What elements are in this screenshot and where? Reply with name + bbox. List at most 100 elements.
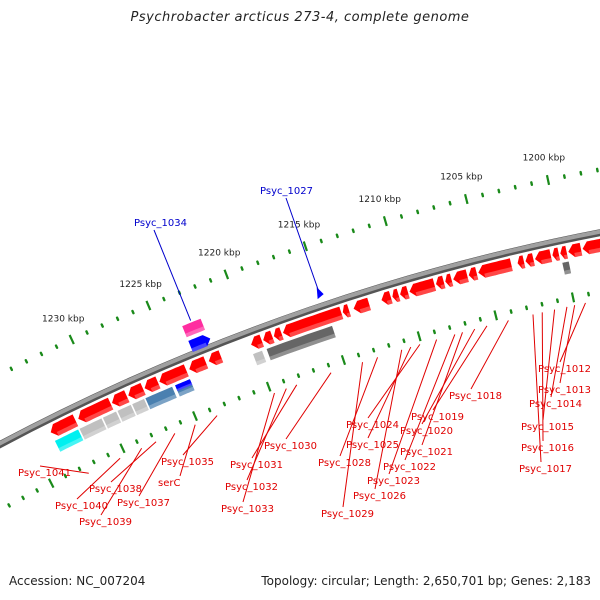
gene-label[interactable]: Psyc_1020 <box>400 426 453 437</box>
gene-label[interactable]: Psyc_1040 <box>55 501 108 512</box>
gene-label[interactable]: Psyc_1021 <box>400 447 453 458</box>
inner-minor-tick <box>237 395 241 401</box>
outer-major-tick <box>382 216 388 227</box>
gene-label[interactable]: Psyc_1018 <box>449 391 502 402</box>
leader-line <box>421 328 476 425</box>
gene-label[interactable]: Psyc_1023 <box>367 476 420 487</box>
gene-psyc_1014[interactable] <box>552 247 561 261</box>
track2-feature-0[interactable] <box>54 429 84 452</box>
gene-label[interactable]: Psyc_1034 <box>134 218 187 229</box>
outer-minor-tick <box>530 181 534 186</box>
gene-psyc_1021[interactable] <box>445 273 454 287</box>
outer-minor-tick <box>432 205 436 210</box>
inner-minor-tick <box>7 503 11 508</box>
gene-psyc_1034[interactable] <box>182 318 205 338</box>
gene-psyc_1041-shade <box>56 422 79 436</box>
track2-feature-7[interactable] <box>253 350 267 366</box>
gene-label[interactable]: Psyc_1024 <box>346 420 399 431</box>
inner-major-tick <box>119 443 126 454</box>
track2-feature-6-top[interactable] <box>175 379 193 391</box>
gene-label[interactable]: Psyc_1041 <box>18 468 71 479</box>
gene-label[interactable]: Psyc_1035 <box>161 457 214 468</box>
inner-minor-tick <box>92 459 96 465</box>
gene-psyc_1026[interactable] <box>381 291 393 305</box>
gene-psyc_1037[interactable] <box>144 376 161 393</box>
outer-minor-tick <box>513 184 517 190</box>
outer-major-tick <box>545 174 551 186</box>
gene-label[interactable]: Psyc_1029 <box>321 509 374 520</box>
gene-psyc_1035b[interactable] <box>208 350 224 366</box>
gene-label[interactable]: Psyc_1039 <box>79 517 132 528</box>
gene-psyc_1039-shade <box>118 398 130 407</box>
gene-label[interactable]: Psyc_1013 <box>538 385 591 396</box>
gene-psyc_1028[interactable] <box>353 297 371 314</box>
outer-minor-tick <box>367 223 371 229</box>
gene-label[interactable]: Psyc_1027 <box>260 186 313 197</box>
gene-psyc_1018[interactable] <box>478 258 513 278</box>
track2-feature-2[interactable] <box>102 411 122 429</box>
gene-psyc_1034-shade <box>185 326 205 338</box>
gene-label[interactable]: serC <box>158 478 180 489</box>
gene-psyc_1039[interactable] <box>112 390 130 407</box>
gene-psyc_1032[interactable] <box>263 330 275 345</box>
gene-psyc_1041[interactable] <box>50 414 79 436</box>
inner-minor-tick <box>432 329 436 335</box>
gene-label[interactable]: Psyc_1033 <box>221 504 274 515</box>
gene-psyc_1011-shade <box>588 247 600 255</box>
gene-psyc_1019[interactable] <box>468 267 479 281</box>
gene-psyc_1017[interactable] <box>517 255 526 269</box>
track2-feature-9[interactable] <box>562 261 572 275</box>
gene-psyc_1013[interactable] <box>560 245 568 260</box>
gene-psyc_1025[interactable] <box>392 288 401 302</box>
leader-line <box>339 357 379 457</box>
gene-psyc_1035[interactable] <box>189 356 209 373</box>
gene-label[interactable]: Psyc_1019 <box>411 412 464 423</box>
leader-line <box>285 197 319 291</box>
gene-psyc_1023-shade <box>415 286 437 297</box>
gene-label[interactable]: Psyc_1028 <box>318 458 371 469</box>
gene-label[interactable]: Psyc_1032 <box>225 482 278 493</box>
gene-psyc_1016[interactable] <box>525 253 535 267</box>
inner-major-tick <box>570 292 576 303</box>
gene-psyc_1033[interactable] <box>251 334 264 349</box>
gene-psyc_1020[interactable] <box>453 269 469 285</box>
gene-psyc_1030[interactable] <box>283 306 344 338</box>
gene-label[interactable]: Psyc_1031 <box>230 460 283 471</box>
track2-feature-8[interactable] <box>266 325 336 361</box>
gene-label[interactable]: Psyc_1015 <box>521 422 574 433</box>
gene-psyc_1037-shade <box>150 384 161 392</box>
track2-feature-1[interactable] <box>79 418 107 440</box>
outer-minor-tick <box>240 266 244 271</box>
gene-label[interactable]: Psyc_1030 <box>264 441 317 452</box>
inner-major-tick <box>265 381 272 392</box>
gene-psyc_1029[interactable] <box>342 304 351 318</box>
gene-psyc_1022[interactable] <box>436 275 446 290</box>
gene-label[interactable]: Psyc_1012 <box>538 364 591 375</box>
outer-minor-tick <box>54 344 59 349</box>
gene-psyc_1040[interactable] <box>78 397 114 423</box>
gene-psyc_1031[interactable] <box>273 327 284 341</box>
gene-label[interactable]: Psyc_1038 <box>89 484 142 495</box>
gene-label[interactable]: Psyc_1022 <box>383 462 436 473</box>
inner-minor-tick <box>402 338 406 344</box>
gene-psyc_1038[interactable] <box>128 383 146 400</box>
track2-feature-5[interactable] <box>145 386 177 410</box>
gene-label[interactable]: Psyc_1016 <box>521 443 574 454</box>
gene-label[interactable]: Psyc_1037 <box>117 498 170 509</box>
gene-psyc_1012[interactable] <box>568 242 583 258</box>
gene-label[interactable]: Psyc_1014 <box>529 399 582 410</box>
gene-psyc_1032-shade <box>268 338 275 345</box>
gene-psyc_1015[interactable] <box>535 249 553 265</box>
track2-feature-3[interactable] <box>117 404 136 422</box>
gene-psyc_1011[interactable] <box>582 238 600 255</box>
gene-psyc_1034b-shade <box>191 342 208 352</box>
gene-label[interactable]: Psyc_1026 <box>353 491 406 502</box>
gene-label[interactable]: Psyc_1017 <box>519 464 572 475</box>
gene-psyc_1034b[interactable] <box>188 335 211 352</box>
gene-serc[interactable] <box>159 364 189 386</box>
gene-psyc_1021-shade <box>449 282 454 287</box>
gene-psyc_1024[interactable] <box>400 285 410 300</box>
gene-label[interactable]: Psyc_1025 <box>346 440 399 451</box>
gene-psyc_1023[interactable] <box>409 278 437 297</box>
track2-feature-4[interactable] <box>132 398 149 416</box>
